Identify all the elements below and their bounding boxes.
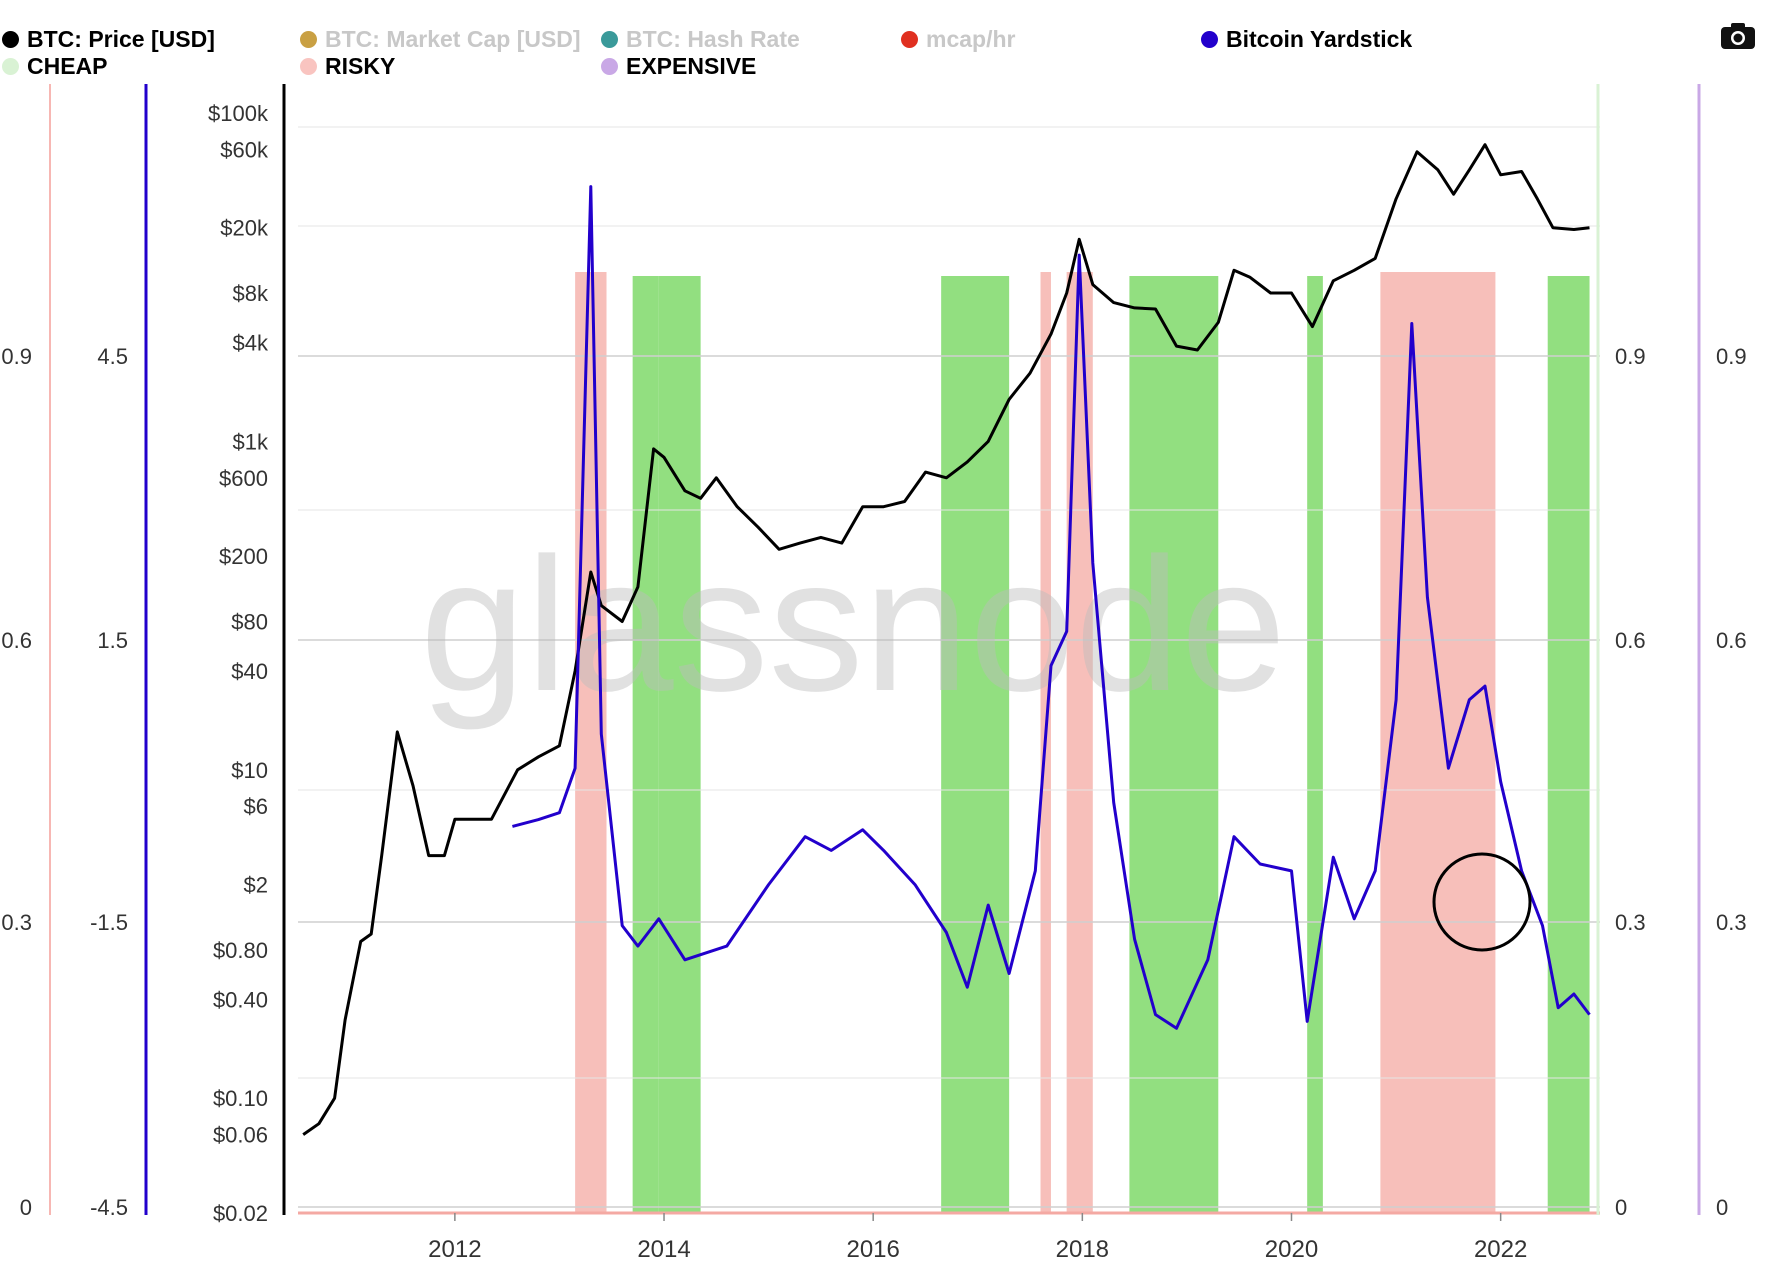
legend-item-mcap-hr[interactable]: mcap/hr [901, 26, 1015, 53]
legend-label: EXPENSIVE [626, 53, 757, 79]
axes [49, 84, 1701, 1215]
legend-item-bitcoin-yardstick[interactable]: Bitcoin Yardstick [1201, 26, 1412, 53]
tick-labels: $100k$60k$20k$8k$4k$1k$600$200$80$40$10$… [1, 101, 1746, 1263]
right-axis-1-tick-label: 0.9 [1615, 344, 1646, 369]
legend-item-market-cap[interactable]: BTC: Market Cap [USD] [300, 26, 581, 53]
legend-dot-icon [300, 58, 317, 75]
price-tick-label: $1k [233, 429, 269, 454]
grid-lines [298, 126, 1600, 1215]
legend-item-expensive[interactable]: EXPENSIVE [601, 53, 756, 80]
x-tick-label: 2014 [637, 1236, 690, 1263]
right-axis-1-tick-label: 0 [1615, 1195, 1627, 1220]
legend-label: CHEAP [27, 53, 108, 79]
legend-dot-icon [300, 31, 317, 48]
risky-band [1066, 272, 1093, 1213]
legend-label: BTC: Hash Rate [626, 26, 800, 52]
cheap-band [1129, 276, 1219, 1213]
price-tick-label: $0.06 [213, 1123, 268, 1148]
price-tick-label: $2 [244, 873, 268, 898]
legend-dot-icon [2, 58, 19, 75]
legend-dot-icon [1201, 31, 1218, 48]
x-tick-label: 2022 [1474, 1236, 1527, 1263]
legend-dot-icon [601, 58, 618, 75]
zone-bands [575, 272, 1590, 1213]
price-tick-label: $0.80 [213, 938, 268, 963]
right-axis-1-tick-label: 0.3 [1615, 910, 1646, 935]
yardstick-series-line [512, 185, 1591, 1030]
legend-dot-icon [2, 31, 19, 48]
cheap-band [632, 276, 659, 1213]
legend-dot-icon [601, 31, 618, 48]
legend-label: mcap/hr [926, 26, 1016, 52]
price-tick-label: $40 [231, 659, 268, 684]
left-axis-2-tick-label: -1.5 [90, 910, 128, 935]
price-tick-label: $60k [220, 137, 269, 162]
right-axis-2-tick-label: 0.6 [1716, 628, 1747, 653]
price-tick-label: $600 [219, 466, 268, 491]
price-tick-label: $6 [244, 794, 268, 819]
legend-label: Bitcoin Yardstick [1226, 26, 1413, 52]
price-tick-label: $20k [220, 216, 269, 241]
price-tick-label: $0.10 [213, 1086, 268, 1111]
legend-label: BTC: Market Cap [USD] [325, 26, 581, 52]
price-tick-label: $80 [231, 609, 268, 634]
left-axis-1-tick-label: 0 [20, 1195, 32, 1220]
left-axis-2-tick-label: -4.5 [90, 1195, 128, 1220]
legend-item-cheap[interactable]: CHEAP [2, 53, 108, 80]
legend-item-btc-price[interactable]: BTC: Price [USD] [2, 26, 215, 53]
right-axis-2-tick-label: 0.3 [1716, 910, 1747, 935]
left-axis-1-tick-label: 0.6 [1, 628, 32, 653]
x-tick-label: 2016 [846, 1236, 899, 1263]
x-tick-label: 2018 [1056, 1236, 1109, 1263]
cheap-band [658, 276, 701, 1213]
left-axis-2-tick-label: 4.5 [97, 344, 128, 369]
legend-item-risky[interactable]: RISKY [300, 53, 395, 80]
left-axis-1-tick-label: 0.9 [1, 344, 32, 369]
price-tick-label: $4k [233, 330, 269, 355]
right-axis-2-tick-label: 0.9 [1716, 344, 1747, 369]
right-axis-1-tick-label: 0.6 [1615, 628, 1646, 653]
x-tick-label: 2012 [428, 1236, 481, 1263]
price-tick-label: $0.02 [213, 1201, 268, 1226]
price-tick-label: $10 [231, 758, 268, 783]
price-series-line [302, 143, 1590, 1136]
price-tick-label: $200 [219, 544, 268, 569]
price-tick-label: $100k [208, 101, 269, 126]
cheap-band [941, 276, 1010, 1213]
camera-icon[interactable] [1720, 22, 1756, 50]
watermark: glassnode [420, 519, 1286, 731]
legend-item-hash-rate[interactable]: BTC: Hash Rate [601, 26, 800, 53]
legend-label: RISKY [325, 53, 396, 79]
cheap-band [1547, 276, 1590, 1213]
cheap-band [1307, 276, 1323, 1213]
legend-dot-icon [901, 31, 918, 48]
left-axis-2-tick-label: 1.5 [97, 628, 128, 653]
left-axis-1-tick-label: 0.3 [1, 910, 32, 935]
right-axis-2-tick-label: 0 [1716, 1195, 1728, 1220]
annotation-circle [1432, 852, 1532, 952]
series [302, 143, 1591, 1136]
legend-label: BTC: Price [USD] [27, 26, 215, 52]
x-tick-label: 2020 [1265, 1236, 1318, 1263]
price-tick-label: $8k [233, 281, 269, 306]
risky-band [1380, 272, 1496, 1213]
price-tick-label: $0.40 [213, 987, 268, 1012]
